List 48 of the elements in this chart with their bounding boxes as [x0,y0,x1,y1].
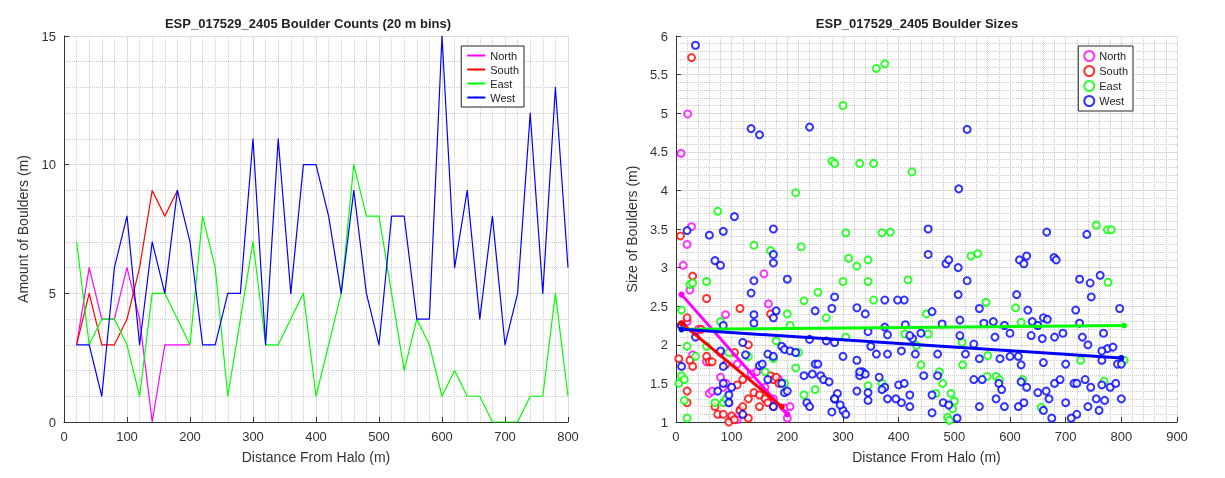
y-tick-label: 1.5 [649,375,668,391]
x-tick-label: 300 [832,429,854,444]
legend-label: East [490,77,513,90]
y-tick-label: 3 [660,260,668,276]
y-axis-title: Amount of Boulders (m) [15,155,31,303]
x-axis-title: Distance From Halo (m) [241,449,391,465]
x-tick-label: 300 [242,429,264,444]
chart-title: ESP_017529_2405 Boulder Sizes [815,16,1019,31]
x-tick-label: 500 [368,429,390,444]
y-tick-label: 5 [48,285,56,301]
x-tick-label: 0 [672,429,680,444]
x-tick-label: 900 [1166,429,1188,444]
x-tick-label: 0 [60,429,68,444]
y-tick-label: 5 [660,105,668,121]
x-tick-label: 100 [720,429,743,444]
y-tick-label: 4 [660,182,668,198]
y-tick-label: 15 [41,28,56,44]
y-tick-label: 1 [660,414,668,430]
legend-label: West [490,91,516,104]
x-tick-label: 600 [431,429,453,444]
x-tick-label: 800 [557,429,579,444]
y-tick-label: 3.5 [649,221,668,237]
x-tick-label: 700 [1054,429,1077,444]
legend-label: North [1099,50,1127,62]
y-tick-label: 4.5 [649,144,668,160]
y-tick-label: 10 [41,157,56,173]
x-tick-label: 200 [776,429,799,444]
y-tick-label: 5.5 [649,67,668,83]
x-axis-title: Distance From Halo (m) [852,449,1001,465]
legend-label: South [490,63,519,76]
x-tick-label: 700 [494,429,516,444]
y-tick-label: 6 [660,28,668,44]
chart-title: ESP_017529_2405 Boulder Counts (20 m bins) [164,16,452,31]
legend-label: South [1099,65,1128,77]
y-axis-title: Size of Boulders (m) [624,165,640,293]
legend-label: North [490,49,518,62]
x-tick-label: 200 [179,429,201,444]
x-tick-label: 100 [116,429,138,444]
x-tick-label: 400 [887,429,910,444]
x-tick-label: 600 [999,429,1021,444]
y-tick-label: 2.5 [649,298,668,314]
y-tick-label: 2 [660,337,668,353]
legend-label: East [1099,80,1122,92]
x-tick-label: 400 [305,429,327,444]
legend-label: West [1099,95,1125,107]
x-tick-label: 500 [943,429,966,444]
y-tick-label: 0 [48,414,56,430]
x-tick-label: 800 [1110,429,1133,444]
